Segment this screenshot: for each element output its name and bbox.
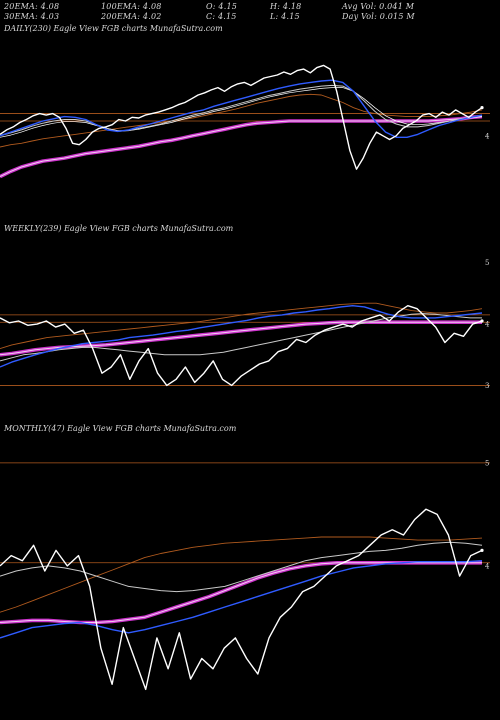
- weekly-series-ema_mid: [0, 313, 482, 362]
- daily-last-price-point: [480, 106, 484, 110]
- monthly-last-price-point: [480, 548, 484, 553]
- monthly-panel-title: MONTHLY(47) Eagle View FGB charts Munafa…: [4, 424, 237, 433]
- daily-series-ema_mid: [0, 84, 483, 137]
- monthly-series-price: [0, 508, 483, 691]
- weekly-y-tick-0: 5: [485, 259, 489, 267]
- weekly-series-ema_brown: [0, 302, 483, 350]
- weekly-y-tick-2: 3: [485, 382, 489, 390]
- daily-series-ema_short: [0, 79, 483, 138]
- stat-close: C: 4.15: [206, 12, 237, 21]
- weekly-last-price-point: [480, 319, 484, 323]
- stat-200ema: 200EMA: 4.02: [101, 12, 162, 21]
- daily-series-ema_brown: [0, 93, 483, 148]
- stat-high: H: 4.18: [270, 2, 302, 11]
- weekly-panel-title: WEEKLY(239) Eagle View FGB charts Munafa…: [4, 224, 234, 233]
- weekly-series-price: [0, 305, 483, 387]
- monthly-series-ema_short: [0, 560, 483, 639]
- stat-day-vol: Day Vol: 0.015 M: [342, 12, 415, 21]
- monthly-series-ema_mid: [0, 541, 483, 593]
- monthly-series-ema_brown: [0, 536, 483, 613]
- stat-avg-vol: Avg Vol: 0.041 M: [342, 2, 415, 11]
- stat-30ema: 30EMA: 4.03: [4, 12, 60, 21]
- daily-series-price: [0, 64, 483, 170]
- weekly-series-ema_long-glow: [0, 320, 482, 357]
- weekly-series-ema_long: [0, 321, 482, 356]
- stat-low: L: 4.15: [270, 12, 300, 21]
- stat-20ema: 20EMA: 4.08: [4, 2, 60, 11]
- daily-series-ema_mid2: [0, 87, 483, 138]
- weekly-y-tick-1: 4: [485, 321, 490, 329]
- monthly-series-ema_long: [0, 562, 482, 623]
- daily-panel-title: DAILY(230) Eagle View FGB charts MunafaS…: [4, 24, 223, 33]
- monthly-series-ema_long-glow: [0, 561, 482, 625]
- stat-100ema: 100EMA: 4.08: [101, 2, 162, 11]
- stat-open: O: 4.15: [206, 2, 238, 11]
- daily-series-ema_long: [0, 116, 483, 178]
- monthly-y-tick-1: 4: [485, 562, 490, 570]
- daily-y-tick-0: 4: [485, 132, 490, 140]
- monthly-y-tick-0: 5: [485, 459, 489, 467]
- weekly-series-ema_short: [0, 305, 483, 368]
